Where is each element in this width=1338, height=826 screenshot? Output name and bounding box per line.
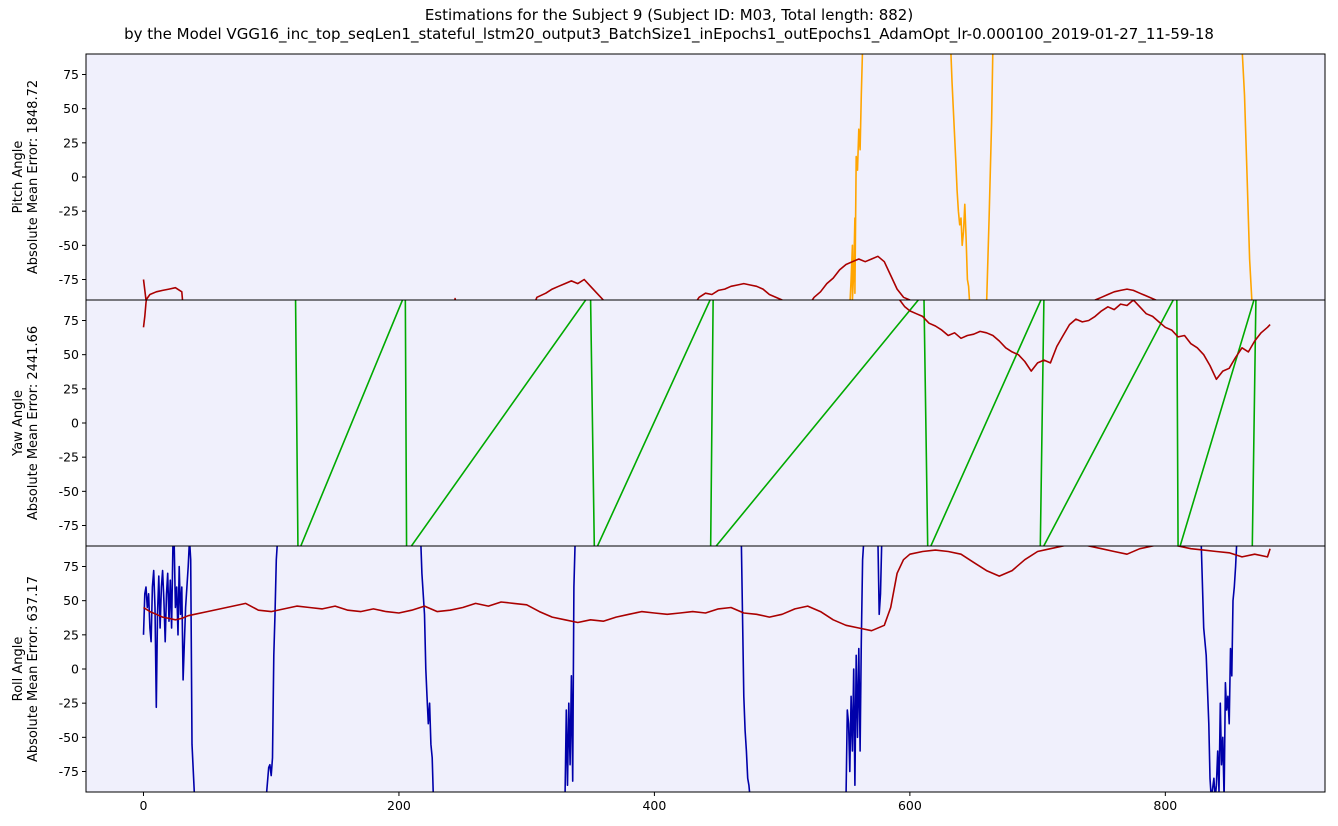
series-group — [142, 546, 1271, 792]
plot-background — [86, 300, 1325, 546]
y-tick-label: -50 — [59, 238, 79, 253]
y-tick-label: 50 — [63, 593, 79, 608]
x-tick-label: 600 — [898, 798, 922, 813]
panel-yaw: -75 -50 -25 0 25 50 75 Yaw AngleAbsolute Mean E… — [11, 299, 1326, 550]
y-tick-label: 25 — [63, 627, 79, 642]
x-tick-label: 200 — [387, 798, 411, 813]
series-line-ground_truth — [849, 54, 1253, 300]
panel-pitch: -75 -50 -25 0 25 50 75 Pitch AngleAbsolute Mean… — [11, 53, 1326, 304]
plot-background — [86, 54, 1325, 300]
series-line-estimate — [142, 300, 1271, 381]
plot-background — [86, 546, 1325, 792]
panel-roll: -75 -50 -25 0 25 50 75 0 200 400 600 800 Roll AngleA… — [11, 545, 1326, 813]
y-axis-label-line-2: Absolute Mean Error: 637.17 — [26, 576, 41, 762]
y-axis-label-line-1: Pitch Angle — [11, 141, 26, 214]
y-tick-label: 75 — [63, 313, 79, 328]
y-tick-label: 75 — [63, 67, 79, 82]
y-tick-label: -75 — [59, 272, 79, 287]
series-group — [142, 54, 1253, 300]
y-axis-label: Roll AngleAbsolute Mean Error: 637.17 — [11, 576, 41, 762]
x-tick-label: 800 — [1153, 798, 1177, 813]
y-axis-label-line-1: Yaw Angle — [11, 390, 26, 457]
y-axis-label: Pitch AngleAbsolute Mean Error: 1848.72 — [11, 80, 41, 274]
y-axis-label-line-2: Absolute Mean Error: 1848.72 — [26, 80, 41, 274]
y-tick-label: 0 — [71, 170, 79, 185]
y-tick-label: 25 — [63, 381, 79, 396]
series-line-estimate — [143, 546, 1271, 632]
x-tick-label: 0 — [140, 798, 148, 813]
y-tick-label: 25 — [63, 135, 79, 150]
y-axis-label-line-1: Roll Angle — [11, 637, 26, 702]
y-tick-label: 75 — [63, 559, 79, 574]
chart-title: Estimations for the Subject 9 (Subject I… — [0, 6, 1338, 44]
y-tick-label: -25 — [59, 450, 79, 465]
y-tick-label: -25 — [59, 696, 79, 711]
y-tick-label: -75 — [59, 518, 79, 533]
x-tick-label: 400 — [642, 798, 666, 813]
y-tick-label: -25 — [59, 204, 79, 219]
y-tick-label: -50 — [59, 730, 79, 745]
y-axis-label: Yaw AngleAbsolute Mean Error: 2441.66 — [11, 326, 41, 520]
title-line-2: by the Model VGG16_inc_top_seqLen1_state… — [124, 25, 1214, 43]
series-line-estimate — [142, 255, 1158, 300]
y-tick-label: 0 — [71, 662, 79, 677]
y-tick-label: 0 — [71, 416, 79, 431]
series-line-ground_truth — [142, 546, 1238, 792]
y-tick-label: 50 — [63, 347, 79, 362]
y-tick-label: 50 — [63, 101, 79, 116]
y-tick-label: -50 — [59, 484, 79, 499]
title-line-1: Estimations for the Subject 9 (Subject I… — [424, 6, 914, 24]
y-axis-label-line-2: Absolute Mean Error: 2441.66 — [26, 326, 41, 520]
series-group — [142, 300, 1271, 546]
y-tick-label: -75 — [59, 764, 79, 779]
series-line-ground_truth — [294, 300, 1257, 546]
